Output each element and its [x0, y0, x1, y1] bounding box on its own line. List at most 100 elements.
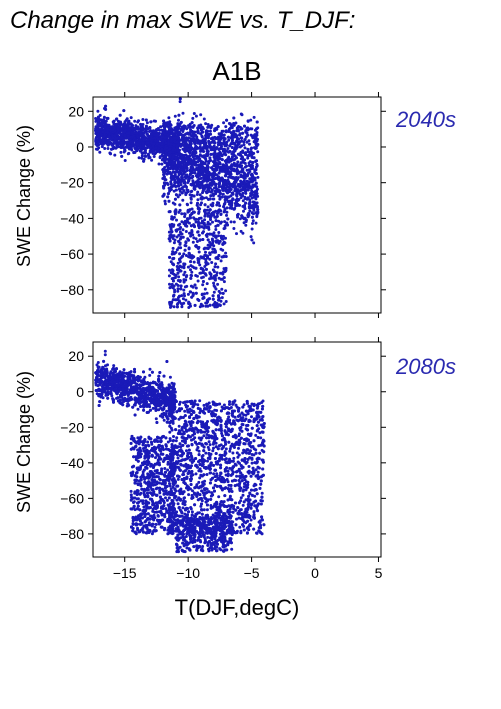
data-point: [204, 177, 208, 181]
data-point: [212, 234, 216, 238]
data-point: [196, 261, 200, 264]
data-point: [125, 144, 129, 148]
data-point: [182, 288, 186, 292]
data-point: [239, 189, 243, 192]
data-point: [209, 194, 213, 198]
data-point: [106, 147, 110, 150]
data-point: [206, 247, 210, 250]
data-point: [224, 255, 228, 258]
data-point: [195, 156, 199, 160]
data-point: [171, 148, 175, 152]
data-point: [243, 146, 247, 150]
data-point: [200, 182, 204, 185]
data-point: [233, 183, 236, 187]
data-point: [227, 175, 231, 179]
data-point: [219, 299, 223, 303]
data-point: [224, 130, 228, 134]
data-point: [136, 127, 140, 131]
data-point: [149, 129, 153, 133]
data-point: [162, 170, 166, 174]
data-point: [247, 205, 251, 209]
data-point: [224, 251, 228, 255]
data-point: [235, 129, 239, 133]
data-point: [236, 152, 240, 156]
data-point: [187, 221, 191, 225]
data-point: [129, 116, 133, 120]
data-point: [230, 163, 234, 167]
data-point: [133, 127, 137, 130]
data-point: [201, 149, 205, 153]
data-point: [239, 153, 243, 157]
data-point: [215, 156, 219, 159]
data-point: [168, 282, 171, 286]
data-point: [213, 302, 217, 306]
scatter-panel-2080s: 2080s SWE Change (%) T(DJF,degC) −80−60−…: [14, 337, 456, 620]
data-point: [229, 220, 233, 224]
data-point: [203, 213, 207, 217]
data-point: [216, 125, 220, 129]
data-point: [161, 194, 165, 198]
data-point: [246, 171, 250, 175]
data-point: [233, 134, 237, 138]
data-point: [224, 266, 228, 270]
data-point: [233, 142, 237, 146]
data-point: [251, 160, 255, 164]
data-point: [144, 124, 148, 128]
data-point: [236, 213, 239, 217]
data-point: [169, 172, 173, 176]
data-point: [102, 115, 106, 119]
data-point: [218, 162, 221, 165]
data-point: [171, 286, 175, 290]
data-point: [193, 151, 197, 155]
data-point: [142, 146, 146, 150]
data-point: [180, 155, 184, 159]
data-point: [100, 124, 104, 127]
data-point: [136, 120, 140, 124]
data-point: [182, 280, 186, 284]
data-point: [182, 273, 186, 277]
data-point: [246, 119, 250, 123]
y-tick-label: −20: [60, 175, 84, 191]
data-point: [213, 249, 217, 253]
data-point: [222, 141, 226, 145]
data-point: [208, 183, 212, 187]
data-point: [118, 113, 122, 117]
data-point: [136, 135, 140, 139]
data-point: [113, 139, 117, 143]
data-point: [174, 131, 178, 135]
data-point: [173, 178, 177, 182]
data-point: [222, 205, 226, 209]
data-point: [169, 302, 173, 306]
data-point: [179, 246, 183, 250]
data-point: [169, 224, 172, 228]
data-point: [246, 182, 250, 186]
data-point: [177, 184, 181, 188]
data-point: [252, 241, 256, 245]
data-point: [96, 124, 100, 128]
data-point: [220, 296, 224, 300]
data-point: [229, 194, 233, 198]
data-point: [187, 175, 191, 179]
data-point: [181, 125, 185, 129]
data-point: [217, 234, 220, 238]
data-point: [213, 215, 217, 219]
data-point: [224, 300, 228, 303]
data-point: [196, 230, 200, 234]
data-point: [169, 142, 173, 146]
data-point: [119, 150, 123, 154]
data-point: [116, 143, 120, 147]
data-point: [233, 146, 237, 149]
data-point: [230, 152, 234, 156]
data-point: [126, 125, 130, 129]
data-point: [175, 126, 179, 130]
data-point: [180, 191, 184, 195]
data-point: [215, 162, 219, 165]
data-point: [175, 248, 179, 252]
data-point: [184, 220, 188, 224]
data-point: [184, 244, 188, 248]
data-point: [176, 143, 180, 147]
data-point: [147, 154, 151, 157]
data-point: [143, 154, 147, 158]
data-point: [130, 144, 134, 148]
data-point: [230, 202, 234, 206]
